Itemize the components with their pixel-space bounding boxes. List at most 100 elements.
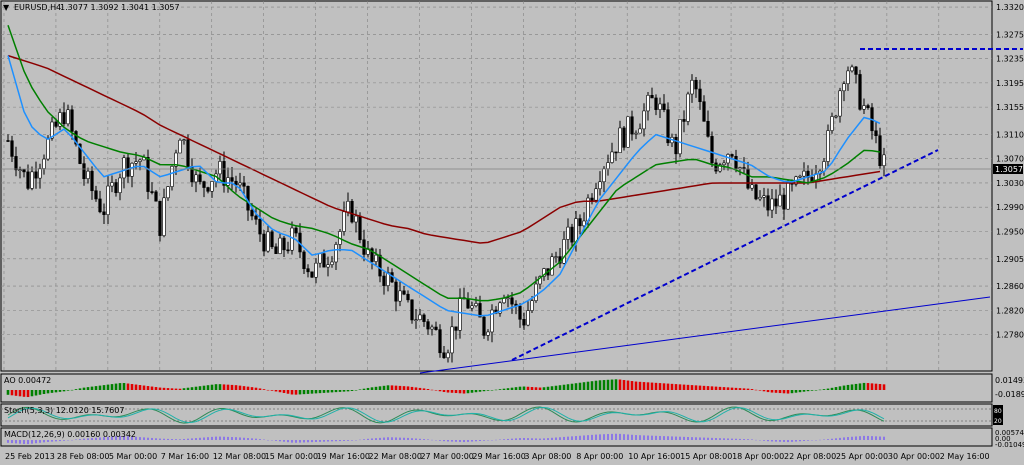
macd-bar xyxy=(723,438,725,440)
candle-body xyxy=(638,128,642,134)
ao-bar xyxy=(126,383,130,390)
candle-body xyxy=(642,110,646,130)
macd-bar xyxy=(175,439,177,440)
ao-bar xyxy=(790,390,794,394)
candle-body xyxy=(470,305,474,309)
candle-body xyxy=(414,319,418,322)
candle-body xyxy=(798,175,802,178)
ao-bar xyxy=(406,386,410,390)
macd-bar xyxy=(691,437,693,440)
ao-bar xyxy=(466,390,470,394)
macd-bar xyxy=(879,436,881,440)
price-tick-label: 1.2990 xyxy=(996,203,1024,212)
ao-bar xyxy=(294,390,298,395)
macd-bar xyxy=(91,438,93,440)
macd-bar xyxy=(871,436,873,440)
candle-body xyxy=(686,93,690,122)
candle-body xyxy=(534,283,538,301)
macd-bar xyxy=(643,435,645,440)
candle-body xyxy=(710,136,714,164)
candle-body xyxy=(82,163,86,179)
time-tick-label: 25 Apr 00:00 xyxy=(836,452,888,461)
ao-bar xyxy=(594,380,598,390)
macd-bar xyxy=(443,440,445,442)
macd-bar xyxy=(231,437,233,440)
candle-body xyxy=(662,103,666,110)
ao-bar xyxy=(442,390,446,393)
candle-body xyxy=(630,116,634,135)
ao-bar xyxy=(498,389,502,390)
ao-bar xyxy=(362,388,366,390)
stoch-panel[interactable] xyxy=(0,403,993,427)
candle-body xyxy=(342,211,346,232)
time-tick-label: 28 Feb 08:00 xyxy=(57,452,109,461)
ao-bar xyxy=(678,384,682,390)
macd-bar xyxy=(559,437,561,440)
candle-body xyxy=(658,103,662,110)
ao-bar xyxy=(274,390,278,392)
ao-bar xyxy=(566,384,570,390)
macd-bar xyxy=(439,440,441,441)
ao-bar xyxy=(138,385,142,390)
ao-bar xyxy=(366,387,370,390)
macd-bar xyxy=(807,440,809,441)
ao-bar xyxy=(182,388,186,390)
macd-bar xyxy=(775,440,777,442)
candle-body xyxy=(574,218,578,243)
candle-body xyxy=(346,200,350,213)
candle-body xyxy=(146,157,150,192)
ao-bar xyxy=(422,388,426,390)
ao-bar xyxy=(838,386,842,390)
trend-line-support[interactable] xyxy=(511,149,939,361)
macd-bar xyxy=(847,437,849,440)
candle-body xyxy=(830,116,834,131)
ao-bar xyxy=(278,390,282,393)
macd-bar xyxy=(27,440,29,445)
ao-bar xyxy=(218,384,222,390)
ao-bar xyxy=(882,384,886,390)
macd-bar xyxy=(791,440,793,442)
ao-bar xyxy=(66,390,70,391)
ao-bar xyxy=(326,390,330,393)
candle-body xyxy=(202,181,206,188)
trend-line-long[interactable] xyxy=(419,296,991,374)
macd-bar xyxy=(795,440,797,442)
candle-body xyxy=(522,319,526,326)
macd-bar xyxy=(727,438,729,440)
collapse-arrow-icon[interactable]: ▼ xyxy=(3,3,10,12)
macd-bar xyxy=(595,434,597,440)
price-panel[interactable] xyxy=(0,0,993,372)
candle-body xyxy=(654,97,658,110)
ao-panel[interactable] xyxy=(0,373,993,403)
ao-bar xyxy=(774,390,778,393)
macd-bar xyxy=(479,440,481,442)
candle-body xyxy=(358,215,362,241)
macd-bar xyxy=(79,439,81,440)
candle-body xyxy=(326,264,330,268)
macd-bar xyxy=(35,440,37,444)
macd-bar xyxy=(319,440,321,442)
macd-bar xyxy=(699,437,701,440)
ao-bar xyxy=(702,385,706,390)
ao-bar xyxy=(638,381,642,390)
candle-body xyxy=(726,154,730,164)
candle-body xyxy=(602,168,606,183)
candle-body xyxy=(542,268,546,277)
ao-bar xyxy=(226,384,230,390)
ao-bar xyxy=(322,390,326,393)
macd-bar xyxy=(867,435,869,440)
macd-bar xyxy=(403,437,405,440)
ao-bar xyxy=(190,387,194,390)
candle-body xyxy=(426,321,430,330)
macd-bar xyxy=(163,438,165,440)
macd-bar xyxy=(227,436,229,440)
candle-body xyxy=(354,215,358,223)
macd-bar xyxy=(199,437,201,440)
time-tick-label: 30 Apr 00:00 xyxy=(888,452,940,461)
macd-bar xyxy=(287,440,289,443)
ao-bar xyxy=(686,384,690,390)
candle-body xyxy=(158,200,162,236)
candle-body xyxy=(730,154,734,157)
macd-panel[interactable] xyxy=(0,427,993,447)
macd-bar xyxy=(283,440,285,442)
